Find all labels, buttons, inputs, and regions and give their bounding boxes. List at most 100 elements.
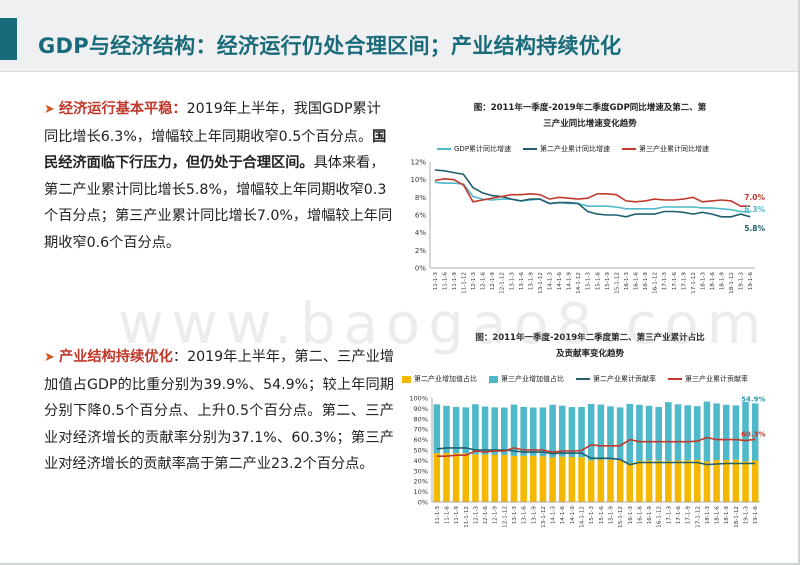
- x-tick-label: 13-1-9: [531, 506, 537, 525]
- y-tick-label: 8%: [415, 194, 426, 202]
- bar-tertiary-share: [694, 406, 701, 460]
- bar-tertiary-share: [578, 407, 585, 458]
- x-tick-label: 11-1-3: [433, 272, 439, 291]
- legend-swatch: [622, 148, 637, 150]
- series-line: [436, 436, 756, 457]
- x-tick-label: 13-1-6: [522, 506, 528, 525]
- bar-secondary-share: [722, 459, 730, 502]
- x-tick-label: 19-1-6: [753, 506, 759, 525]
- bar-tertiary-share: [481, 406, 489, 455]
- x-tick-label: 18-1-3: [700, 272, 706, 291]
- bar-secondary-share: [616, 459, 624, 502]
- y-tick-label: 90%: [414, 405, 428, 413]
- bar-secondary-share: [510, 455, 518, 502]
- x-tick-label: 12-1-9: [493, 506, 499, 525]
- legend-swatch: [489, 375, 498, 383]
- chart1-title-line1: 图：2011年一季度-2019年二季度GDP同比增速及第二、第: [473, 103, 707, 113]
- y-tick-label: 0%: [415, 265, 426, 273]
- legend-label: 第二产业累计同比增速: [540, 145, 611, 153]
- x-tick-label: 18-1-12: [729, 272, 735, 294]
- bar-secondary-share: [684, 460, 691, 502]
- x-tick-label: 13-1-12: [541, 506, 547, 528]
- bar-secondary-share: [568, 456, 576, 502]
- legend-item: 第三产业增加值占比: [489, 374, 564, 384]
- bar-secondary-share: [501, 454, 508, 502]
- chevron-right-icon: ➤: [44, 350, 55, 365]
- bar-tertiary-share: [636, 404, 643, 462]
- bar-secondary-share: [491, 454, 498, 502]
- heading-economy: 经济运行基本平稳：: [58, 101, 187, 117]
- end-value-label: 6.3%: [744, 205, 765, 214]
- x-tick-label: 17-1-6: [672, 272, 678, 291]
- x-tick-label: 13-1-12: [538, 272, 544, 294]
- bar-secondary-share: [587, 460, 595, 502]
- bar-tertiary-share: [607, 406, 614, 460]
- legend-item: 第二产业累计贡献率: [576, 374, 656, 384]
- x-tick-label: 14-1-3: [547, 272, 553, 291]
- legend-swatch: [576, 378, 590, 380]
- x-tick-label: 11-1-6: [442, 272, 448, 291]
- bar-secondary-share: [452, 453, 460, 502]
- chart2-legend: 第二产业增加值占比 第三产业增加值占比 第二产业累计贡献率 第三产业累计贡献率: [402, 374, 748, 384]
- chart1-title-line2: 三产业同比增速变化趋势: [543, 119, 637, 129]
- x-tick-label: 13-1-3: [509, 272, 515, 291]
- economy-bold-text: 国民经济面临下行压力，但仍处于合理区间。: [44, 128, 387, 172]
- x-tick-label: 16-1-12: [657, 506, 663, 528]
- x-tick-label: 16-1-9: [643, 272, 649, 291]
- x-tick-label: 16-1-9: [647, 506, 653, 525]
- bar-secondary-share: [462, 453, 470, 502]
- bar-secondary-share: [597, 459, 605, 502]
- x-tick-label: 19-1-3: [739, 272, 745, 291]
- x-tick-label: 14-1-3: [551, 506, 557, 525]
- bar-tertiary-share: [626, 403, 634, 463]
- x-tick-label: 16-1-12: [653, 272, 659, 294]
- x-tick-label: 12-1-3: [471, 272, 477, 291]
- bar-tertiary-share: [616, 407, 624, 460]
- y-tick-label: 10%: [414, 488, 428, 496]
- bar-secondary-share: [472, 454, 479, 502]
- series-line: [434, 169, 751, 218]
- paragraph-economy: ➤ 经济运行基本平稳：2019年上半年，我国GDP累计同比增长6.3%，增幅较上年…: [44, 96, 394, 256]
- bar-secondary-share: [694, 459, 701, 502]
- x-tick-label: 13-1-9: [528, 272, 534, 291]
- bar-secondary-share: [481, 454, 489, 502]
- y-tick-label: 2%: [415, 247, 426, 255]
- x-tick-label: 12-1-6: [483, 506, 489, 525]
- page-title: GDP与经济结构：经济运行仍处合理区间；产业结构持续优化: [38, 34, 622, 58]
- y-tick-label: 60%: [414, 436, 428, 444]
- bar-secondary-share: [742, 461, 749, 502]
- x-tick-label: 15-1-12: [618, 506, 624, 528]
- y-tick-label: 50%: [414, 447, 428, 455]
- x-tick-label: 18-1-12: [734, 506, 740, 528]
- x-tick-label: 12-1-12: [500, 272, 506, 294]
- legend-label: 第三产业累计贡献率: [685, 375, 748, 383]
- economy-text-1: 2019年上半年，我国GDP累计同比增长6.3%，增幅较上年同期收窄0.5个百分…: [44, 101, 381, 145]
- y-tick-label: 80%: [414, 415, 428, 423]
- x-tick-label: 16-1-6: [634, 272, 640, 291]
- x-tick-label: 17-1-9: [681, 272, 687, 291]
- legend-label: 第二产业累计贡献率: [593, 375, 656, 383]
- legend-swatch: [437, 148, 451, 150]
- end-value-label: 7.0%: [744, 193, 765, 202]
- legend-label: 第二产业增加值占比: [414, 375, 477, 383]
- bar-secondary-share: [530, 455, 537, 502]
- bar-secondary-share: [713, 459, 720, 502]
- bar-secondary-share: [539, 456, 547, 502]
- economy-text-2: 具体来看，第二产业累计同比增长5.8%，增幅较上年同期收窄0.3个百分点；第三产…: [44, 155, 393, 251]
- bar-tertiary-share: [742, 401, 749, 462]
- x-tick-label: 16-1-3: [628, 506, 634, 525]
- x-tick-label: 17-1-12: [691, 272, 697, 294]
- bar-tertiary-share: [530, 407, 537, 456]
- x-tick-label: 14-1-12: [580, 506, 586, 528]
- chevron-right-icon: ➤: [44, 102, 55, 117]
- x-tick-label: 14-1-12: [576, 272, 582, 294]
- bar-secondary-share: [578, 457, 585, 502]
- legend-item: 第二产业增加值占比: [402, 374, 477, 384]
- y-tick-label: 0%: [418, 499, 428, 507]
- chart1-svg: 0% 2% 4% 6% 8% 10% 12% 11-1-3 11-1-6 11-1-9 11-1-1…: [410, 159, 765, 294]
- series-line: [434, 181, 751, 214]
- y-tick-label: 6%: [415, 212, 426, 220]
- y-tick-label: 30%: [414, 467, 428, 475]
- y-tick-label: 12%: [410, 159, 426, 167]
- x-tick-label: 17-1-3: [662, 272, 668, 291]
